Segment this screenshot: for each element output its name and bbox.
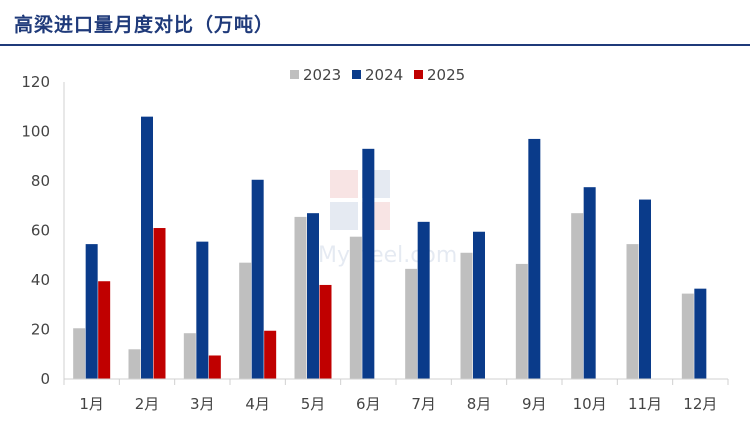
bar-2024-4 <box>251 179 264 379</box>
bar-2023-9 <box>515 263 528 379</box>
y-tick-label: 120 <box>21 73 50 91</box>
y-tick-label: 40 <box>31 271 50 289</box>
x-tick-label: 10月 <box>573 395 607 413</box>
svg-text:Mysteel.com: Mysteel.com <box>318 243 457 268</box>
x-tick-label: 5月 <box>301 395 326 413</box>
legend-label-2023: 2023 <box>303 66 341 84</box>
title-underline <box>0 44 750 46</box>
y-tick-label: 100 <box>21 123 50 141</box>
watermark: Mysteel.com <box>318 170 457 268</box>
bar-2023-7 <box>405 268 418 379</box>
bar-2025-5 <box>319 284 332 379</box>
bar-2023-6 <box>349 236 362 379</box>
bar-2024-1 <box>85 244 98 379</box>
bar-2025-2 <box>153 228 166 379</box>
bar-2023-11 <box>626 244 639 379</box>
y-tick-label: 20 <box>31 321 50 339</box>
bar-2024-7 <box>417 221 430 379</box>
bar-2024-10 <box>583 187 596 379</box>
bar-2025-4 <box>264 330 277 379</box>
legend-swatch-2023 <box>290 70 299 79</box>
legend-label-2025: 2025 <box>427 66 465 84</box>
x-tick-label: 11月 <box>628 395 662 413</box>
x-axis: 1月 2月 3月 4月 5月 6月 7月 8月 9月 10月 11月 12月 <box>63 378 729 413</box>
bar-2025-3 <box>208 355 221 379</box>
bar-2023-12 <box>681 293 694 379</box>
bar-2024-5 <box>307 213 319 379</box>
legend-swatch-2025 <box>414 70 423 79</box>
x-tick-label: 2月 <box>135 395 160 413</box>
x-tick-label: 4月 <box>245 395 270 413</box>
bar-2024-8 <box>473 231 485 379</box>
x-tick-label: 6月 <box>356 395 381 413</box>
legend-swatch-2024 <box>352 70 361 79</box>
bar-2023-4 <box>239 262 252 379</box>
bar-2023-8 <box>460 252 473 379</box>
bar-2023-3 <box>183 333 196 379</box>
bars <box>73 116 707 380</box>
bar-2024-2 <box>141 116 153 380</box>
bar-2024-9 <box>528 138 541 379</box>
x-tick-label: 12月 <box>683 395 717 413</box>
bar-2023-2 <box>128 349 141 379</box>
legend-label-2024: 2024 <box>365 66 403 84</box>
bar-2024-6 <box>362 148 375 379</box>
chart-title: 高梁进口量月度对比（万吨） <box>14 14 275 36</box>
bar-2023-5 <box>294 216 307 379</box>
x-tick-label: 1月 <box>79 395 104 413</box>
bar-2024-11 <box>639 199 651 379</box>
bar-2023-10 <box>571 213 584 379</box>
y-tick-label: 60 <box>31 222 50 240</box>
x-tick-label: 9月 <box>522 395 547 413</box>
y-tick-label: 0 <box>40 370 50 388</box>
y-tick-label: 80 <box>31 172 50 190</box>
y-axis: 0 20 40 60 80 100 120 <box>21 73 65 388</box>
legend: 2023 2024 2025 <box>290 66 465 84</box>
bar-2024-3 <box>196 241 209 379</box>
bar-2025-1 <box>98 281 111 379</box>
x-tick-label: 7月 <box>411 395 436 413</box>
bar-2024-12 <box>694 288 707 379</box>
bar-2023-1 <box>73 328 86 379</box>
x-tick-label: 8月 <box>467 395 492 413</box>
x-tick-label: 3月 <box>190 395 215 413</box>
